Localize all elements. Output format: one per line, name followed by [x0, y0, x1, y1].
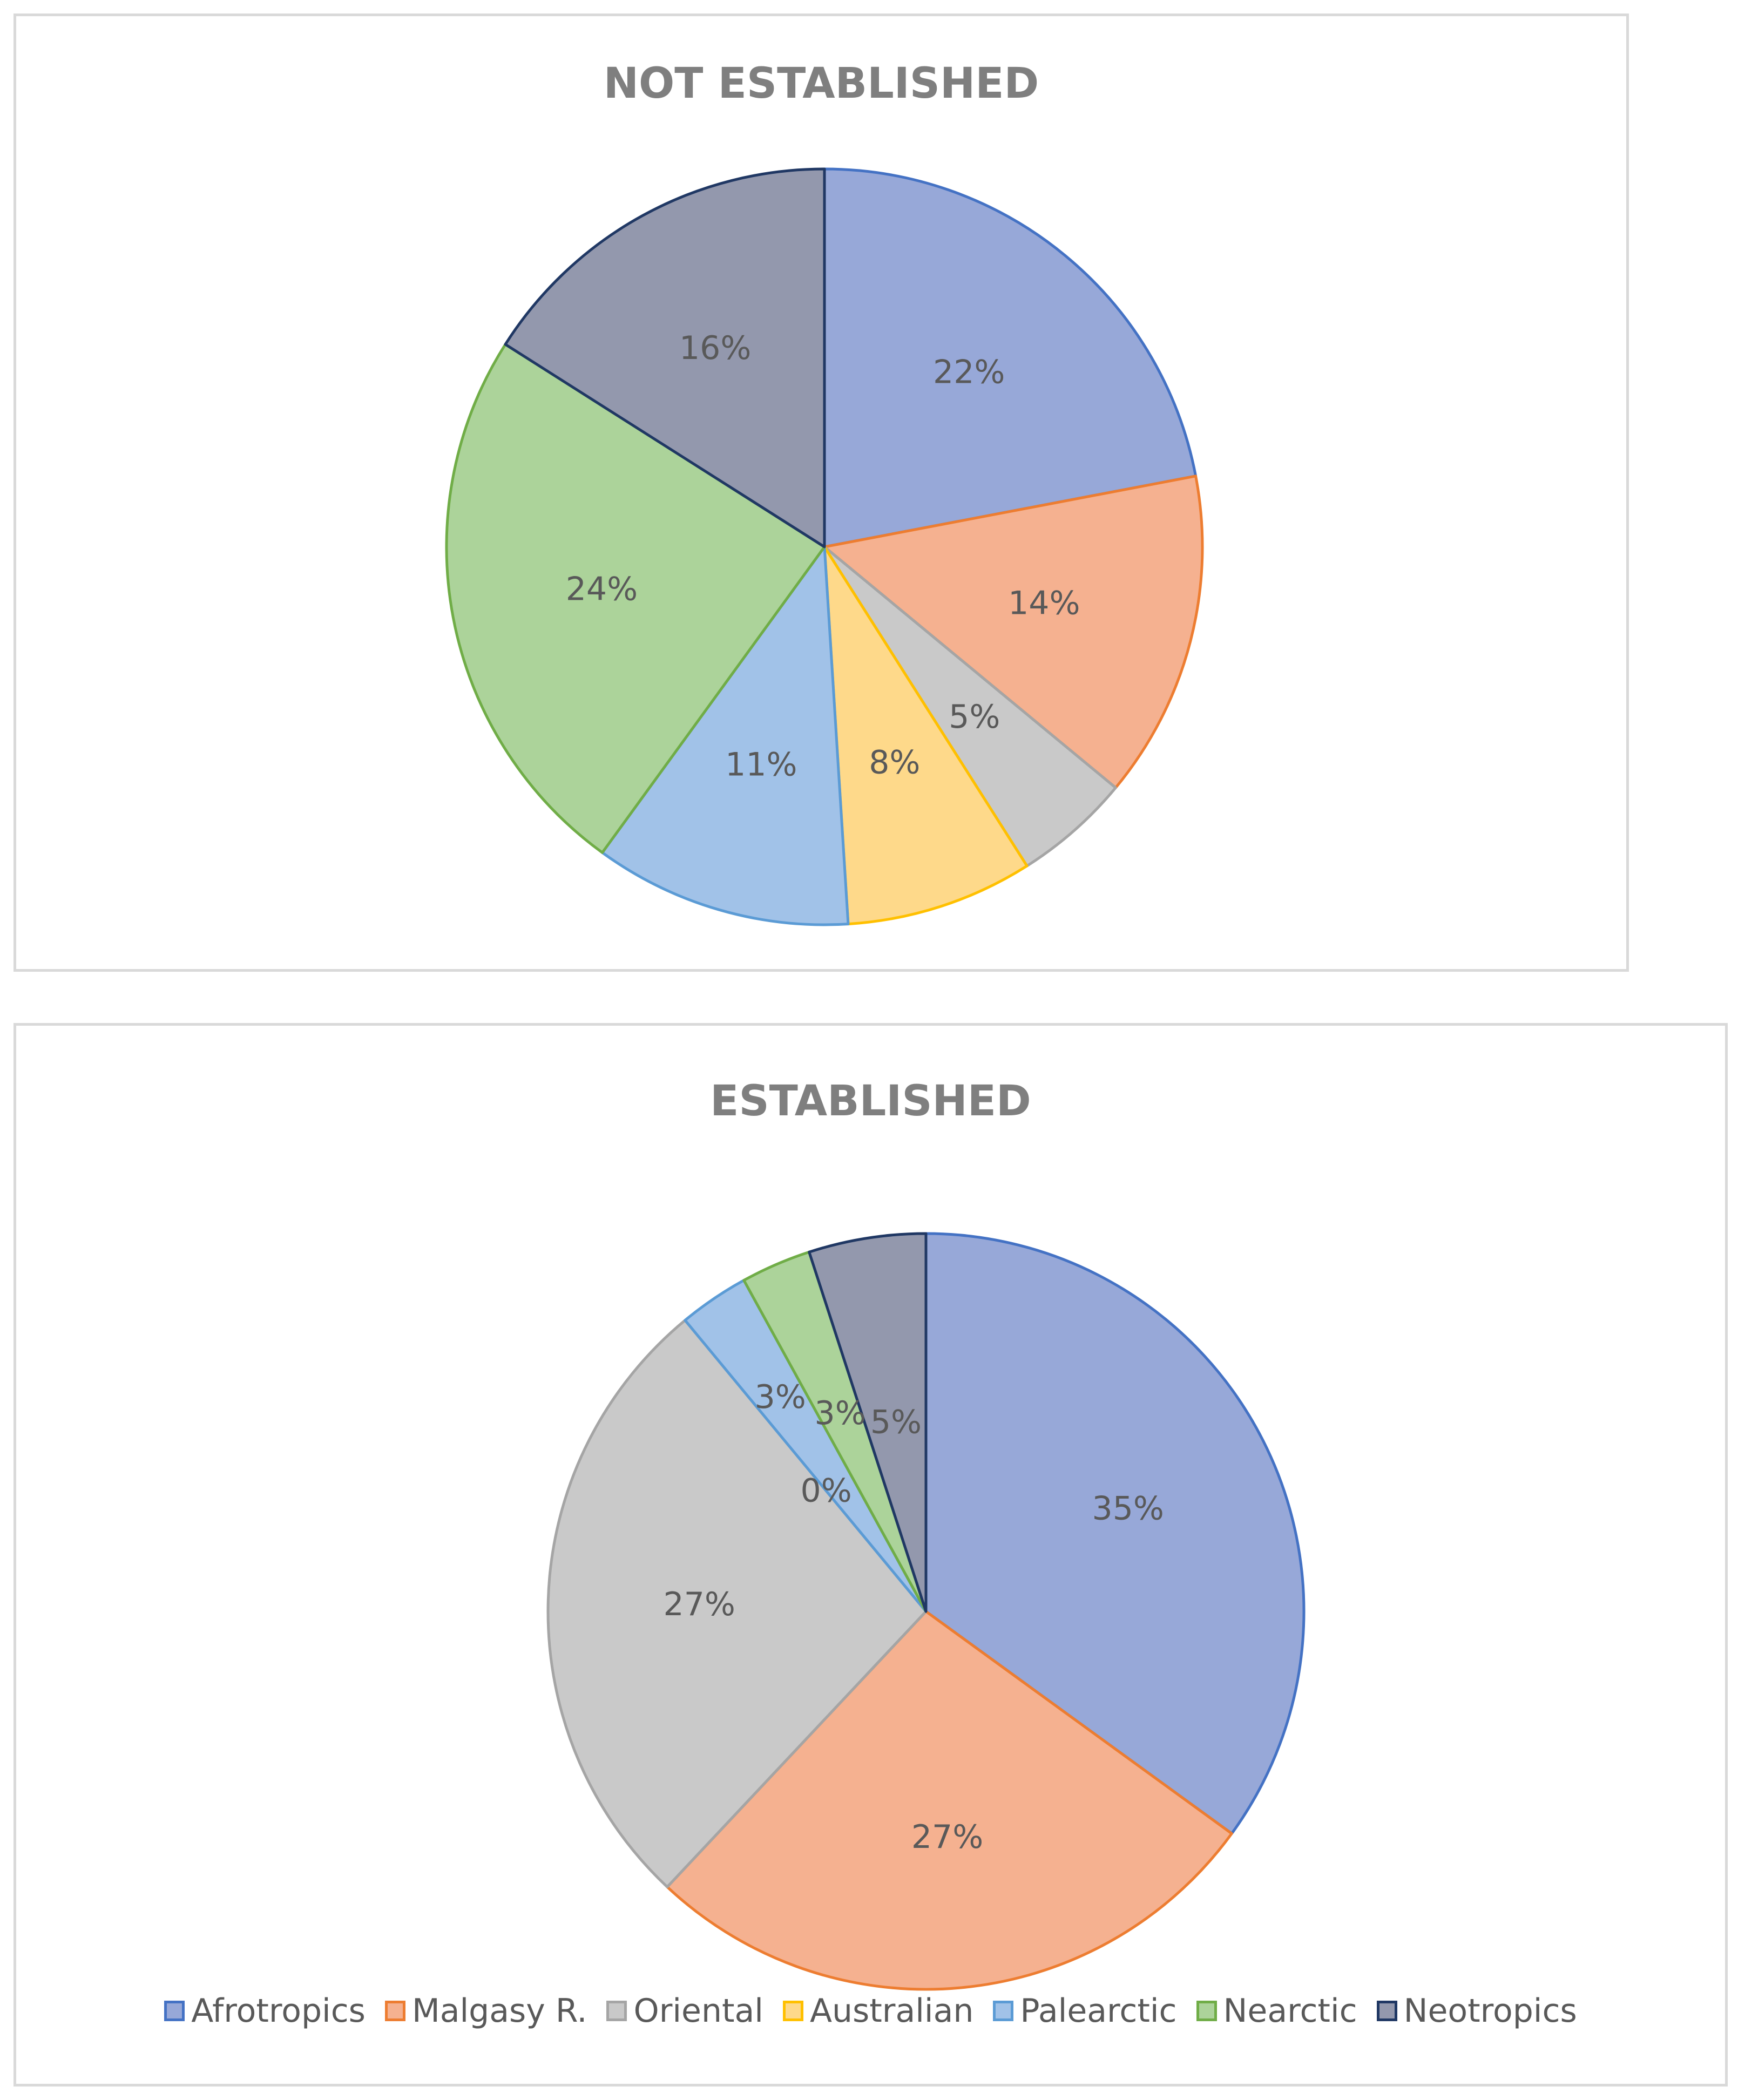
legend-swatch	[606, 2001, 627, 2021]
legend-item-malgasy: Malgasy R.	[384, 1992, 587, 2030]
pie-slice-malgasy-r	[823, 475, 1204, 789]
data-label-palearctic: 3%	[755, 1378, 806, 1416]
legend-item-neotropics: Neotropics	[1376, 1992, 1577, 2030]
legend-label: Oriental	[633, 1992, 763, 2030]
data-label-malgasy-r: 27%	[911, 1818, 983, 1856]
pie-slice-neotropics	[808, 1232, 928, 1613]
data-label-nearctic: 3%	[815, 1394, 866, 1432]
legend-label: Neotropics	[1403, 1992, 1577, 2030]
legend-label: Australian	[809, 1992, 974, 2030]
data-label-neotropics: 5%	[870, 1403, 922, 1441]
legend-label: Nearctic	[1223, 1992, 1357, 2030]
chart-title: ESTABLISHED	[710, 1077, 1031, 1126]
data-label-afrotropics: 22%	[933, 353, 1005, 391]
data-label-oriental: 5%	[949, 698, 1000, 736]
data-label-oriental: 27%	[664, 1586, 735, 1623]
chart-panel-not-established: NOT ESTABLISHED 22% 14% 5% 8% 11% 24% 16%	[13, 13, 1629, 972]
pie-slice-oriental	[546, 1319, 928, 1888]
pie-slice-oriental	[823, 545, 1117, 868]
legend-swatch	[782, 2001, 803, 2021]
pie-slice-afrotropics	[924, 1232, 1306, 1835]
legend: Afrotropics Malgasy R. Oriental Australi…	[16, 1992, 1725, 2030]
data-label-australian: 0%	[801, 1472, 852, 1510]
legend-swatch	[1196, 2001, 1217, 2021]
data-label-australian: 8%	[869, 743, 920, 781]
pie-slice-nearctic	[445, 343, 826, 854]
legend-label: Afrotropics	[191, 1992, 366, 2030]
legend-swatch	[384, 2001, 405, 2021]
pie-chart-not-established: 22% 14% 5% 8% 11% 24% 16%	[445, 167, 1204, 926]
legend-label: Malgasy R.	[411, 1992, 587, 2030]
data-label-palearctic: 11%	[725, 746, 797, 783]
data-label-malgasy-r: 14%	[1008, 584, 1080, 622]
legend-item-palearctic: Palearctic	[993, 1992, 1177, 2030]
legend-swatch	[164, 2001, 185, 2021]
pie-chart-established: 35%27%27%0%3% 3% 5%	[546, 1232, 1306, 1991]
legend-item-afrotropics: Afrotropics	[164, 1992, 366, 2030]
chart-panel-established: ESTABLISHED 35% 27% 27% 0% 3% 3% 5% Afrotropic…	[13, 1023, 1728, 2087]
pie-slice-malgasy-r	[666, 1610, 1233, 1991]
legend-item-nearctic: Nearctic	[1196, 1992, 1357, 2030]
pie-slice-australian	[823, 545, 1029, 926]
data-label-afrotropics: 35%	[1092, 1489, 1164, 1527]
chart-title: NOT ESTABLISHED	[603, 59, 1039, 108]
data-label-nearctic: 24%	[566, 571, 638, 608]
pie-slice-neotropics	[504, 167, 826, 548]
pie-slice-afrotropics	[823, 167, 1198, 548]
legend-swatch	[1376, 2001, 1397, 2021]
data-label-neotropics: 16%	[679, 329, 751, 367]
legend-swatch	[993, 2001, 1014, 2021]
legend-item-australian: Australian	[782, 1992, 974, 2030]
pie-slice-palearctic	[601, 545, 850, 926]
legend-label: Palearctic	[1020, 1992, 1177, 2030]
legend-item-oriental: Oriental	[606, 1992, 763, 2030]
